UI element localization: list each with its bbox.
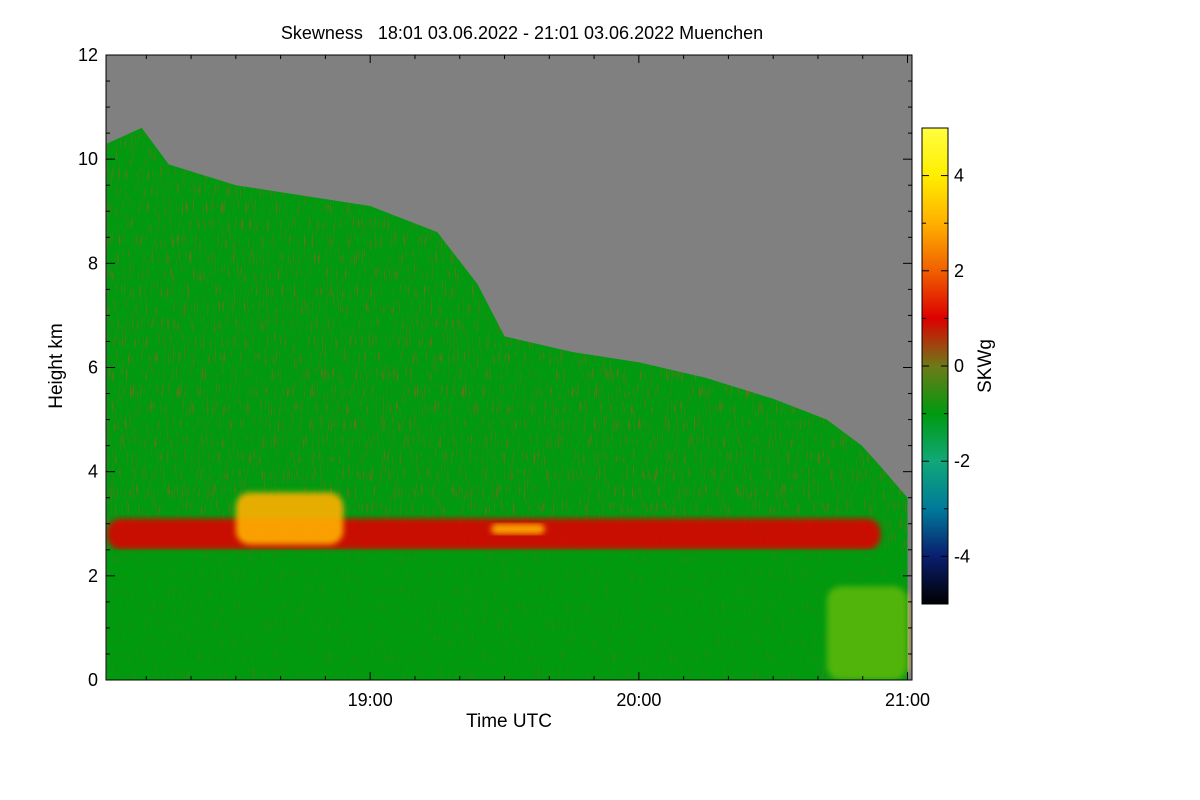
skewness-features xyxy=(106,492,908,680)
y-tick-label: 12 xyxy=(78,45,98,65)
y-tick-label: 6 xyxy=(88,358,98,378)
colorbar-tick-label: 2 xyxy=(954,261,964,281)
x-axis: 19:00 20:00 21:00 xyxy=(145,55,930,710)
y-tick-label: 4 xyxy=(88,462,98,482)
feature-2 xyxy=(491,523,545,535)
plot-area xyxy=(106,55,912,680)
feature-1 xyxy=(235,492,344,545)
y-axis-label: Height km xyxy=(46,323,67,409)
colorbar-ticks: -4 -2 0 2 4 xyxy=(922,127,970,605)
chart-title: Skewness 18:01 03.06.2022 - 21:01 03.06.… xyxy=(281,23,763,43)
colorbar-tick-label: -2 xyxy=(954,451,970,471)
y-tick-label: 10 xyxy=(78,149,98,169)
x-axis-label: Time UTC xyxy=(466,711,552,732)
colorbar-tick-label: 0 xyxy=(954,356,964,376)
y-tick-label: 0 xyxy=(88,670,98,690)
colorbar: -4 -2 0 2 4 SKWg xyxy=(921,127,996,605)
feature-0 xyxy=(106,518,881,550)
y-tick-label: 8 xyxy=(88,253,98,273)
colorbar-tick-label: -4 xyxy=(954,546,970,566)
x-tick-label: 20:00 xyxy=(616,690,661,710)
x-tick-label: 19:00 xyxy=(348,690,393,710)
feature-4 xyxy=(106,549,908,680)
x-tick-label: 21:00 xyxy=(885,690,930,710)
colorbar-tick-label: 4 xyxy=(954,166,964,186)
y-tick-label: 2 xyxy=(88,566,98,586)
y-axis: 0 2 4 6 8 10 12 xyxy=(78,45,912,690)
colorbar-label: SKWg xyxy=(975,339,996,393)
